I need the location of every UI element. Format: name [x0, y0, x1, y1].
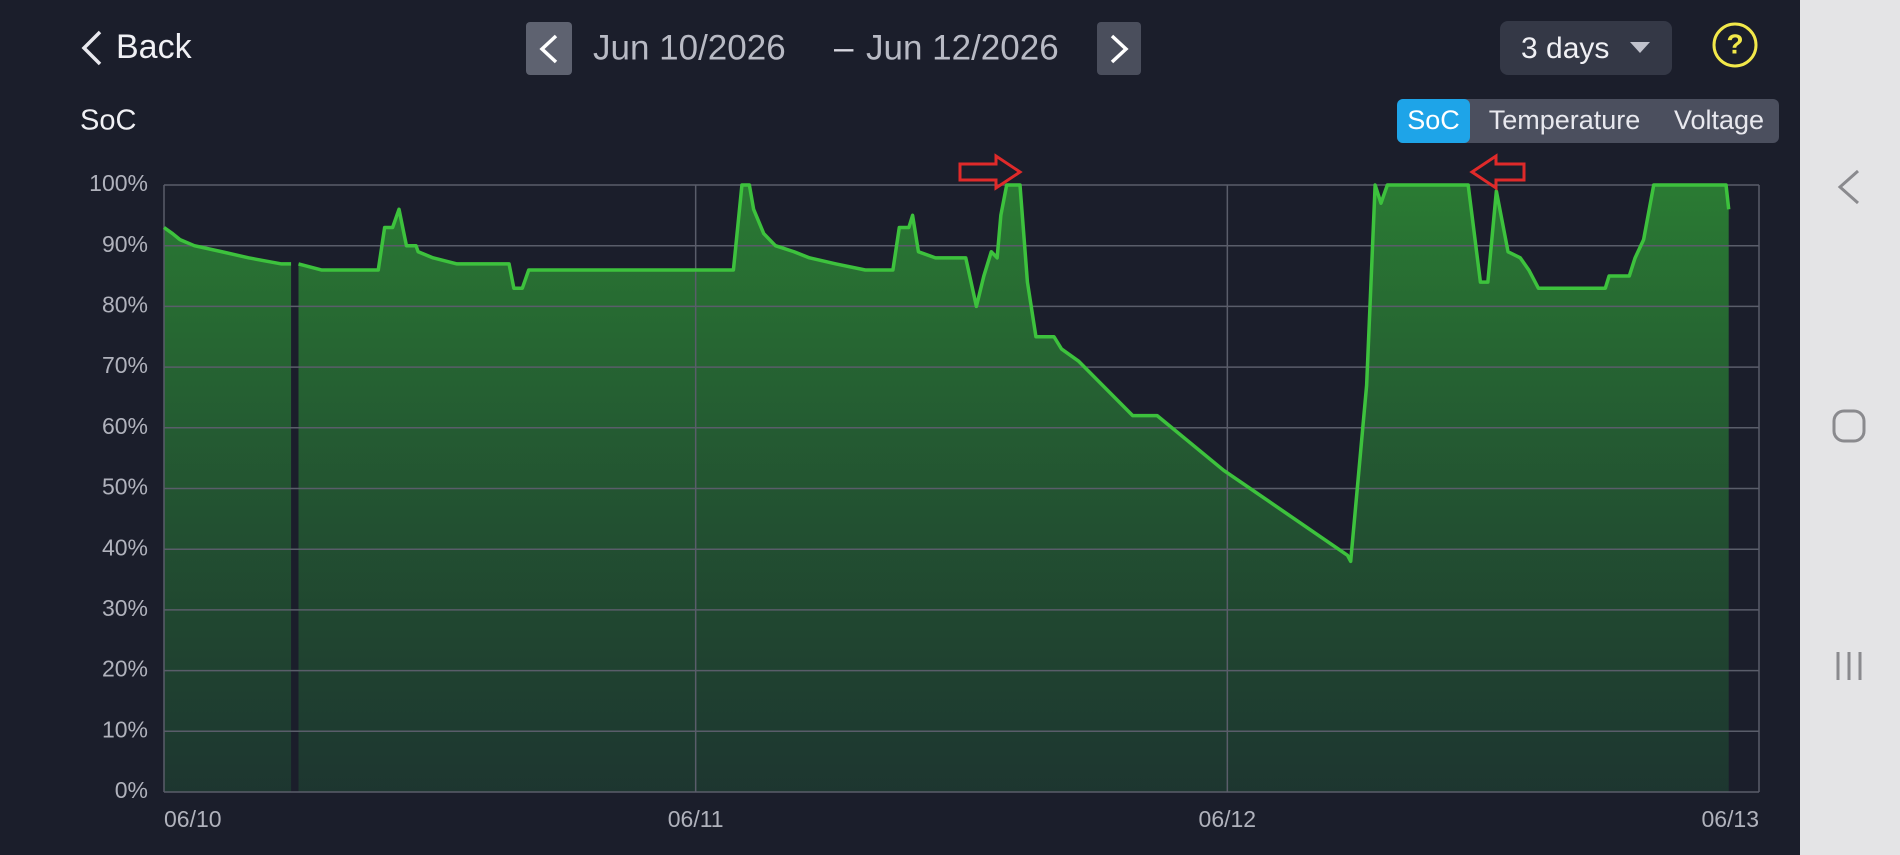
tab[interactable]: Temperature — [1489, 105, 1641, 135]
prev-button-bg — [526, 22, 572, 75]
start-date: Jun 10/2026 — [593, 28, 786, 67]
annotation-arrow-right — [958, 153, 1023, 191]
nav-recents[interactable] — [1836, 652, 1862, 680]
help-circle — [1712, 22, 1758, 68]
tab[interactable]: Voltage — [1674, 105, 1764, 135]
soc-line — [162, 183, 1731, 564]
annotation-arrow-left — [1469, 153, 1526, 191]
x-tick-label: 06/12 — [1199, 806, 1257, 832]
tab-active-bg — [1397, 99, 1470, 143]
x-tick-label: 06/10 — [164, 806, 222, 832]
y-tick-label: 90% — [102, 231, 148, 257]
tab[interactable]: SoC — [1397, 99, 1470, 143]
dropdown-bg — [1500, 21, 1672, 75]
y-tick-label: 0% — [115, 777, 148, 803]
help-icon: ? — [1726, 28, 1743, 59]
back-label: Back — [116, 28, 193, 66]
y-tick-label: 40% — [102, 534, 148, 560]
tabs-bg — [1397, 99, 1779, 143]
tab-label: Temperature — [1489, 105, 1641, 135]
y-tick-label: 100% — [89, 170, 148, 196]
metric-tabs: SoC Temperature Voltage — [1397, 99, 1779, 143]
tab-label: SoC — [1407, 105, 1460, 135]
range-dropdown[interactable]: 3 days — [1500, 21, 1672, 75]
x-tick-label: 06/11 — [668, 806, 724, 832]
end-date: Jun 12/2026 — [866, 28, 1059, 67]
range-label: 3 days — [1521, 32, 1609, 65]
date-separator: – — [834, 28, 854, 67]
prev-chevron — [539, 34, 558, 64]
back-button[interactable]: Back — [81, 28, 193, 66]
y-tick-label: 50% — [102, 474, 148, 500]
y-tick-label: 60% — [102, 413, 148, 439]
tab-label: Voltage — [1674, 105, 1764, 135]
next-chevron — [1110, 34, 1129, 64]
system-nav-bar — [1800, 0, 1900, 855]
y-tick-label: 10% — [102, 716, 148, 742]
plot-area: 0% 10% 20% 30% 40% 50% 60% 70% 80% 90% 100% 06/10 06… — [89, 170, 1760, 832]
dropdown-caret — [1630, 42, 1650, 53]
nav-back[interactable] — [1837, 169, 1859, 205]
y-tick-label: 70% — [102, 352, 148, 378]
prev-date-button[interactable] — [526, 22, 572, 75]
next-date-button[interactable] — [1097, 22, 1141, 75]
chart-title: SoC — [80, 105, 136, 137]
next-button-bg — [1097, 22, 1141, 75]
y-tick-label: 80% — [102, 291, 148, 317]
x-tick-label: 06/13 — [1701, 806, 1759, 832]
nav-home[interactable] — [1832, 409, 1866, 443]
y-tick-label: 20% — [102, 656, 148, 682]
help-button[interactable]: ? — [1712, 22, 1758, 68]
back-chevron — [81, 30, 102, 66]
y-tick-label: 30% — [102, 595, 148, 621]
